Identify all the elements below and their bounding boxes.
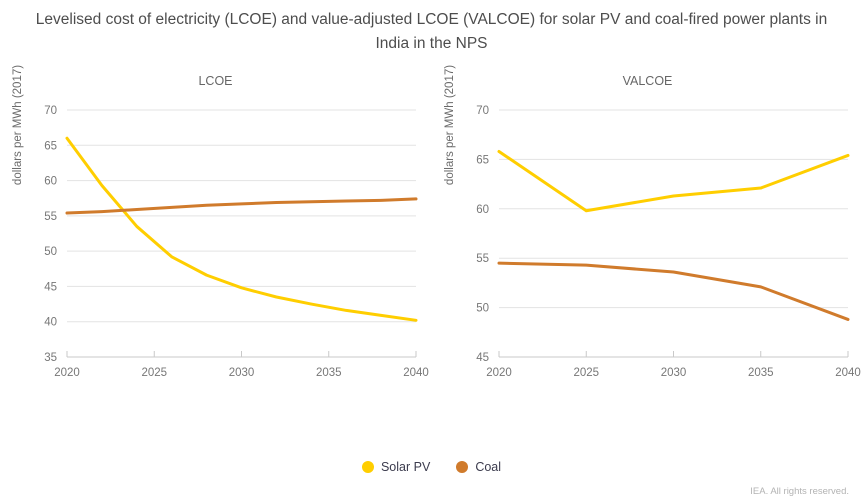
legend-swatch-icon <box>456 461 469 473</box>
x-tick-label: 2025 <box>573 367 599 379</box>
panel-title-lcoe: LCOE <box>198 74 233 88</box>
y-tick-label: 45 <box>476 352 489 364</box>
legend-swatch-icon <box>361 461 374 473</box>
x-tick-label: 2035 <box>748 367 774 379</box>
copyright-notice: IEA. All rights reserved. <box>750 486 849 497</box>
x-tick-label: 2030 <box>661 367 687 379</box>
panel-title-valcoe: VALCOE <box>622 74 673 88</box>
y-tick-label: 35 <box>44 352 57 364</box>
x-tick-label: 2035 <box>316 367 342 379</box>
chart-legend: Solar PV Coal <box>0 460 863 474</box>
y-tick-label: 55 <box>476 253 489 265</box>
chart-panels: LCOE dollars per MWh (2017) 35 40 45 50 55 60… <box>0 65 863 415</box>
y-tick-label: 45 <box>44 281 57 293</box>
y-tick-label: 55 <box>44 211 57 223</box>
y-tick-label: 60 <box>476 204 489 216</box>
x-tick-label: 2020 <box>486 367 512 379</box>
plot-area-valcoe: 45 50 55 60 65 70 2020 2025 2030 2035 2040 <box>476 105 861 379</box>
legend-item-coal[interactable]: Coal <box>456 460 501 474</box>
series-line-solar-pv <box>65 136 418 322</box>
x-tick-label: 2040 <box>835 367 861 379</box>
panel-valcoe: VALCOE dollars per MWh (2017) 45 50 55 60 65… <box>432 65 863 415</box>
y-tick-label: 70 <box>44 105 57 117</box>
series-line-coal <box>497 261 850 321</box>
x-tick-label: 2020 <box>54 367 80 379</box>
legend-label-coal: Coal <box>475 460 502 474</box>
x-tick-label: 2030 <box>229 367 255 379</box>
panel-lcoe: LCOE dollars per MWh (2017) 35 40 45 50 55 60… <box>0 65 431 415</box>
y-tick-label: 60 <box>44 176 57 188</box>
y-tick-label: 50 <box>44 246 57 258</box>
y-tick-label: 50 <box>476 303 489 315</box>
y-tick-label: 65 <box>476 154 489 166</box>
page-title: Levelised cost of electricity (LCOE) and… <box>35 11 828 52</box>
series-line-coal <box>65 197 418 215</box>
legend-item-solar-pv[interactable]: Solar PV <box>361 460 431 474</box>
plot-area-lcoe: 35 40 45 50 55 60 65 70 2020 2025 2030 2035 2040 <box>44 105 429 379</box>
x-tick-label: 2040 <box>403 367 429 379</box>
y-tick-label: 70 <box>476 105 489 117</box>
y-tick-label: 40 <box>44 317 57 329</box>
y-tick-label: 65 <box>44 140 57 152</box>
x-tick-label: 2025 <box>141 367 167 379</box>
legend-label-solar-pv: Solar PV <box>380 460 431 474</box>
series-line-solar-pv <box>497 150 850 213</box>
